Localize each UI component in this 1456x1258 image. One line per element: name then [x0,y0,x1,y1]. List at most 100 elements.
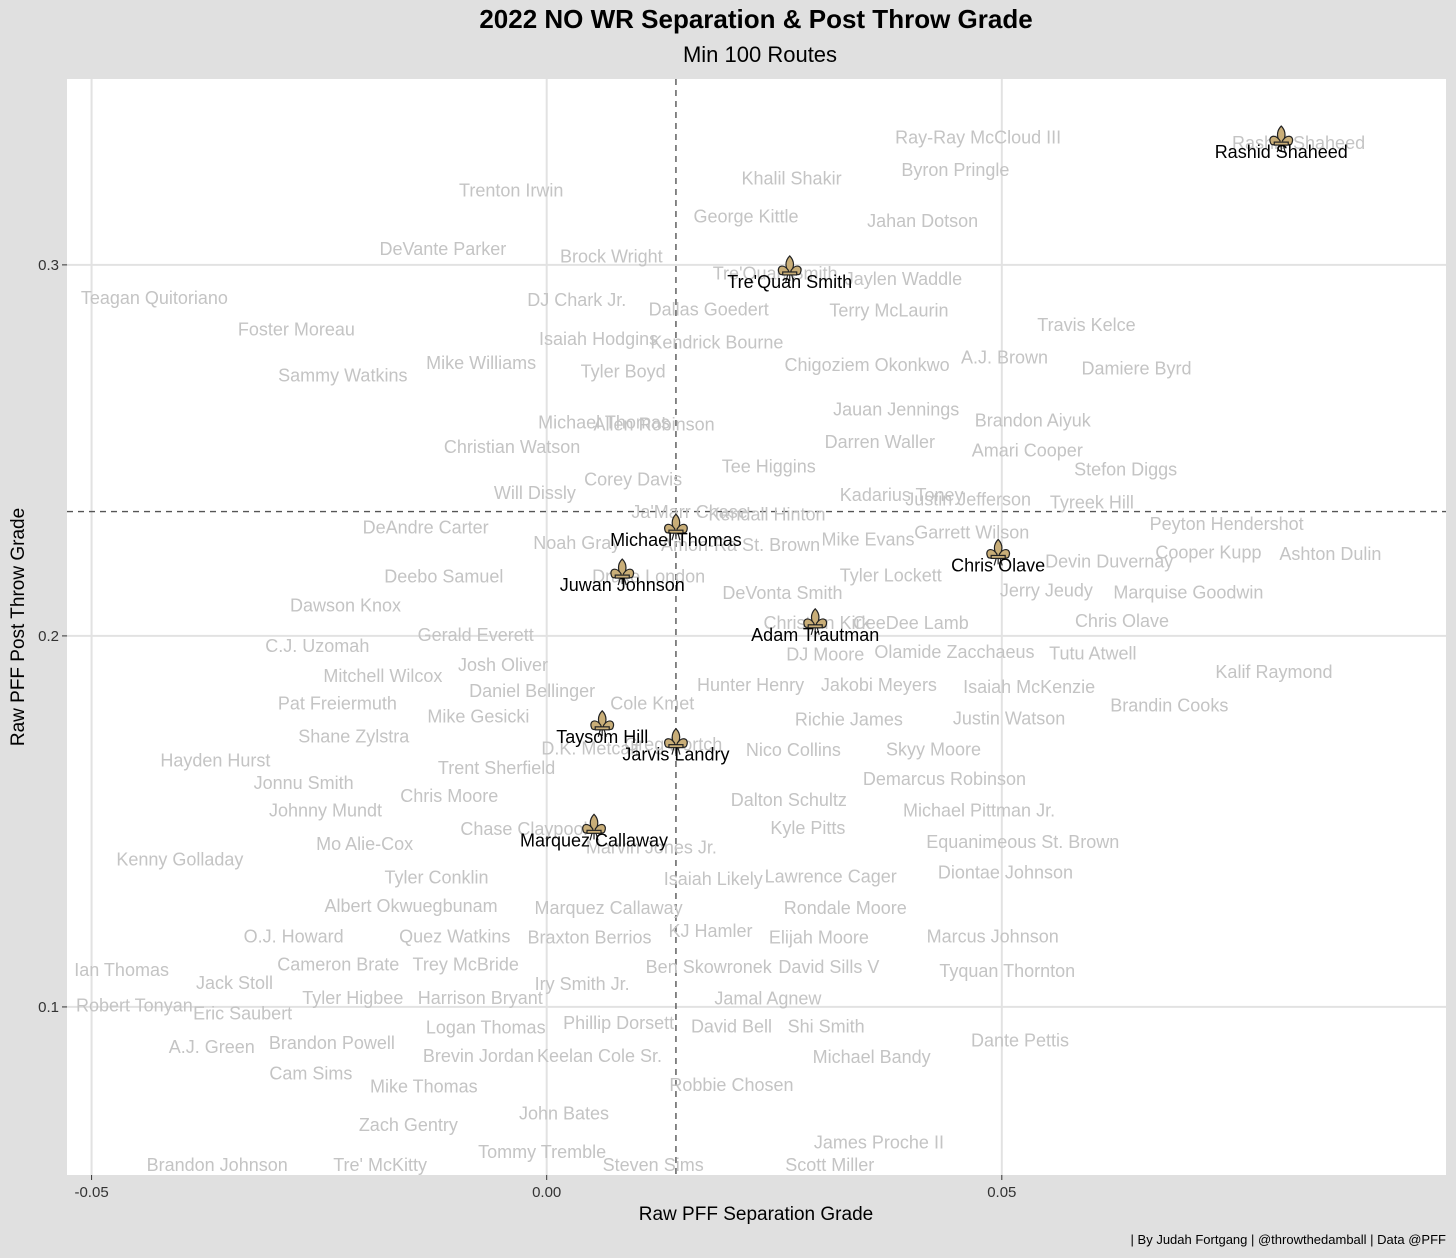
point-taysom-hill [590,709,615,738]
other-label-trenton-irwin: Trenton Irwin [459,181,563,201]
other-label-tyreek-hill: Tyreek Hill [1050,492,1134,512]
other-label-dalton-schultz: Dalton Schultz [731,790,847,810]
other-label-lawrence-cager: Lawrence Cager [765,866,897,886]
point-label-juwan-johnson: Juwan Johnson [560,575,685,595]
other-label-kalif-raymond: Kalif Raymond [1215,662,1332,682]
other-label-tommy-tremble: Tommy Tremble [478,1142,606,1162]
other-label-christian-watson: Christian Watson [444,437,580,457]
other-label-damiere-byrd: Damiere Byrd [1082,359,1192,379]
point-jarvis-landry [664,727,688,755]
other-label-tutu-atwell: Tutu Atwell [1049,644,1136,664]
other-label-shane-zylstra: Shane Zylstra [298,726,410,746]
other-label-albert-okwuegbunam: Albert Okwuegbunam [325,896,498,916]
gridlines [67,79,1446,1175]
other-label-richie-james: Richie James [795,710,903,730]
other-label-harrison-bryant: Harrison Bryant [418,988,543,1008]
other-label-justin-watson: Justin Watson [953,709,1065,729]
point-tre-quan-smith [777,255,802,283]
other-label-amon-ra-st-brown: Amon-Ra St. Brown [661,535,820,555]
other-label-a-j-brown: A.J. Brown [961,348,1048,368]
other-label-dallas-goedert: Dallas Goedert [649,299,769,319]
other-label-will-dissly: Will Dissly [494,483,576,503]
other-label-tyquan-thornton: Tyquan Thornton [939,961,1075,981]
other-label-d-k-metcalf: D.K. Metcalf [541,738,640,758]
other-label-kj-hamler: KJ Hamler [669,921,753,941]
other-label-mike-thomas: Mike Thomas [370,1077,478,1097]
reference-lines [67,79,1446,1175]
other-label-jerry-jeudy: Jerry Jeudy [1000,581,1093,601]
other-label-robbie-chosen: Robbie Chosen [669,1075,793,1095]
other-label-kadarius-toney: Kadarius Toney [840,485,964,505]
other-label-mitchell-wilcox: Mitchell Wilcox [323,666,442,686]
fleur-de-lis-stem [671,533,681,541]
other-label-hunter-henry: Hunter Henry [697,675,804,695]
other-label-o-j-howard: O.J. Howard [244,927,344,947]
other-label-quez-watkins: Quez Watkins [399,927,510,947]
point-label-taysom-hill: Taysom Hill [556,727,648,747]
other-label-cooper-kupp: Cooper Kupp [1155,542,1261,562]
x-tick-label-0: -0.05 [74,1184,108,1201]
other-label-trent-sherfield: Trent Sherfield [438,758,555,778]
chart-title: 2022 NO WR Separation & Post Throw Grade [479,4,1032,34]
other-label-jaylen-waddle: Jaylen Waddle [845,269,962,289]
other-label-brevin-jordan: Brevin Jordan [423,1046,534,1066]
other-label-brandon-aiyuk: Brandon Aiyuk [975,411,1092,431]
other-label-david-sills-v: David Sills V [778,957,879,977]
point-chris-olave [986,538,1011,566]
other-label-jahan-dotson: Jahan Dotson [867,211,978,231]
other-label-gerald-everett: Gerald Everett [418,625,534,645]
other-label-devante-parker: DeVante Parker [380,239,507,259]
other-label-keelan-cole-sr: Keelan Cole Sr. [537,1046,662,1066]
other-label-ray-ray-mccloud-iii: Ray-Ray McCloud III [895,128,1061,148]
other-label-scott-miller: Scott Miller [785,1155,874,1175]
other-label-marquise-goodwin: Marquise Goodwin [1113,582,1263,602]
other-label-mike-gesicki: Mike Gesicki [427,707,529,727]
other-label-john-bates: John Bates [519,1104,609,1124]
other-label-shi-smith: Shi Smith [788,1017,865,1037]
other-label-deandre-carter: DeAndre Carter [363,518,489,538]
other-label-jack-stoll: Jack Stoll [196,973,273,993]
other-label-josh-oliver: Josh Oliver [458,655,548,675]
other-label-darren-waller: Darren Waller [825,432,935,452]
other-label-chris-moore: Chris Moore [400,786,498,806]
other-label-kendrick-bourne: Kendrick Bourne [650,333,783,353]
other-label-stefon-diggs: Stefon Diggs [1074,459,1177,479]
other-label-rondale-moore: Rondale Moore [784,898,907,918]
other-label-ben-skowronek: Ben Skowronek [646,957,773,977]
other-label-mike-evans: Mike Evans [821,529,914,549]
other-label-marcus-johnson: Marcus Johnson [927,927,1059,947]
other-label-dawson-knox: Dawson Knox [290,595,401,615]
other-label-pat-freiermuth: Pat Freiermuth [278,694,397,714]
point-label-jarvis-landry: Jarvis Landry [622,745,729,765]
other-label-ja-marr-chase: Ja'Marr Chase [631,502,747,522]
other-player-labels: Ray-Ray McCloud III Rashid Shaheed Byron P… [74,128,1381,1175]
other-label-c-j-uzomah: C.J. Uzomah [265,636,369,656]
point-label-marquez-callaway: Marquez Callaway [520,830,668,850]
other-label-isaiah-likely: Isaiah Likely [664,869,763,889]
point-marquez-callaway [582,813,606,841]
other-label-david-bell: David Bell [691,1017,772,1037]
other-label-rashid-shaheed: Rashid Shaheed [1232,133,1365,153]
other-label-cole-kmet: Cole Kmet [610,694,694,714]
other-label-dj-moore: DJ Moore [786,644,864,664]
y-tick-label-0: 0.1 [38,999,59,1016]
other-label-mo-alie-cox: Mo Alie-Cox [316,834,413,854]
y-axis-title: Raw PFF Post Throw Grade [8,508,29,746]
other-label-cam-sims: Cam Sims [269,1064,352,1084]
other-label-tyler-conklin: Tyler Conklin [385,867,489,887]
other-label-demarcus-robinson: Demarcus Robinson [863,769,1026,789]
plot-panel [67,79,1446,1175]
fleur-de-lis-stem [671,747,681,755]
point-label-michael-thomas: Michael Thomas [610,530,742,550]
other-label-tyler-lockett: Tyler Lockett [840,565,942,585]
point-michael-thomas [664,513,688,541]
other-label-tre-quan-smith: Tre'Quan Smith [713,263,838,283]
other-label-chase-claypool: Chase Claypool [460,819,587,839]
other-label-amari-cooper: Amari Cooper [972,441,1083,461]
other-label-kenny-golladay: Kenny Golladay [116,850,243,870]
other-label-noah-gray: Noah Gray [533,533,620,553]
fleur-de-lis-stem [993,558,1003,566]
saints-points: Rashid Shaheed Tre'Quan Smith Michael Thom… [520,125,1348,850]
other-label-jonnu-smith: Jonnu Smith [254,773,354,793]
y-tick-label-2: 0.3 [38,257,59,274]
